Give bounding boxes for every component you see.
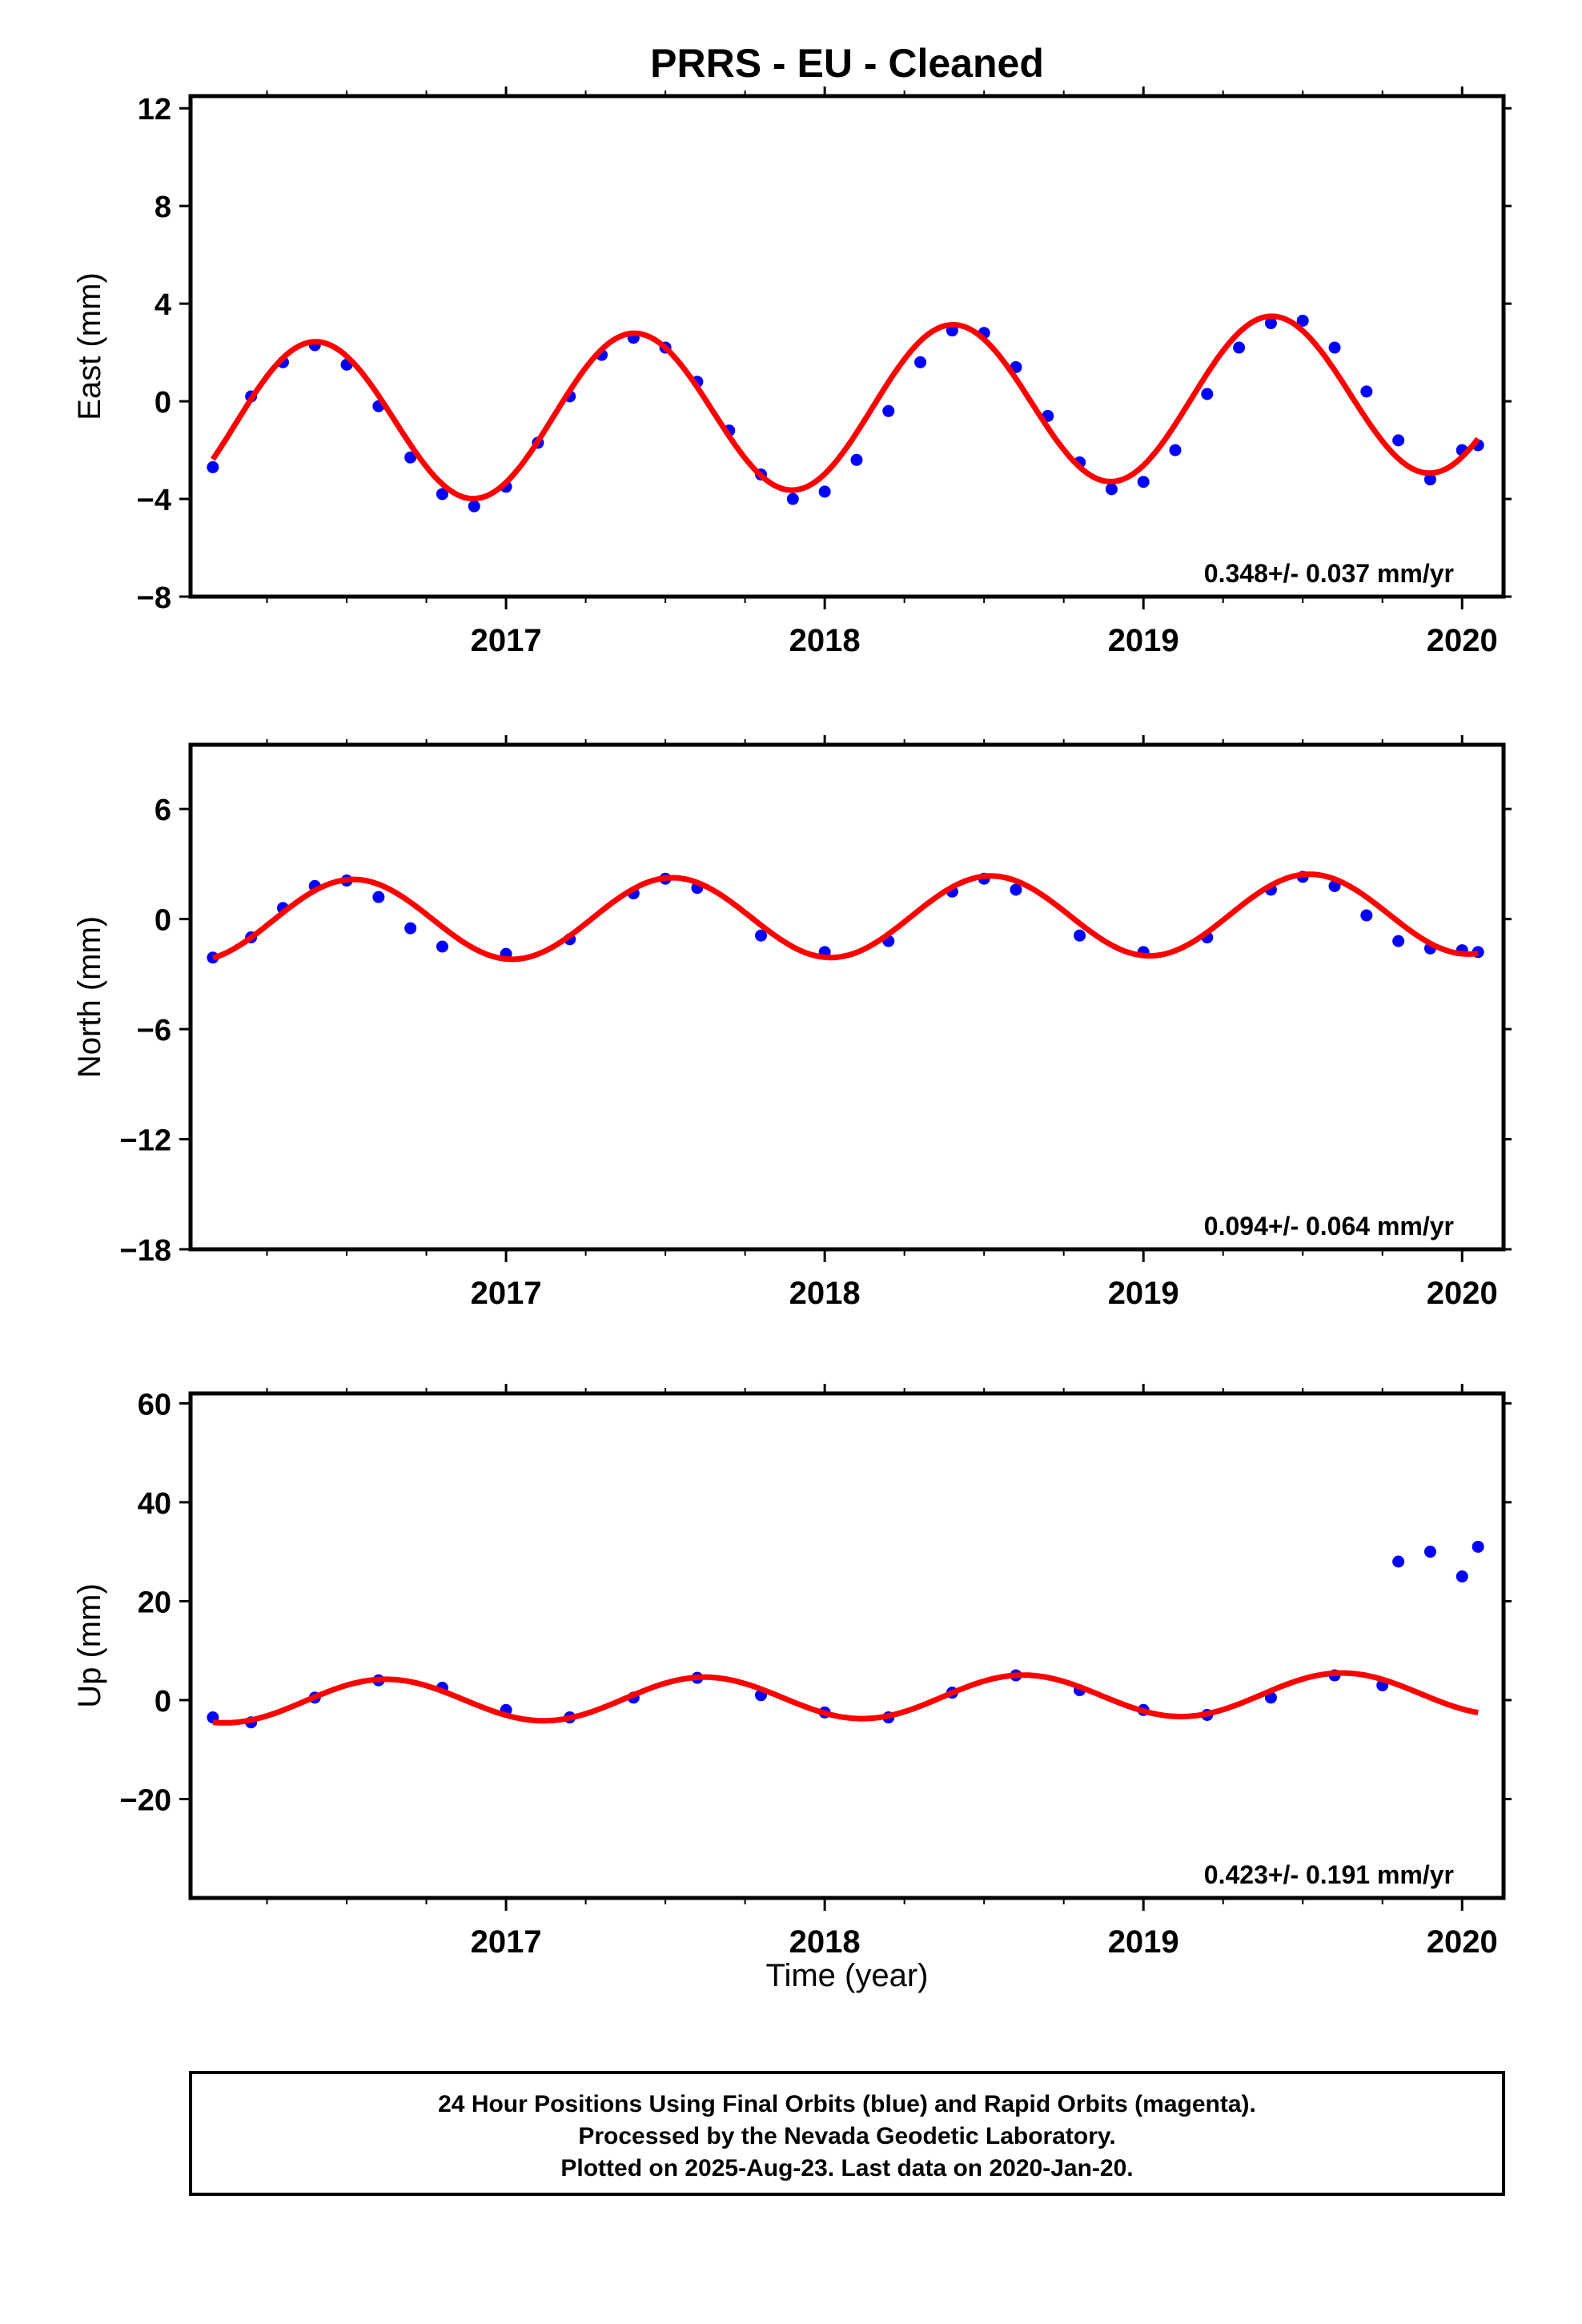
footer-line-3: Plotted on 2025-Aug-23. Last data on 202…: [560, 2155, 1133, 2181]
y-tick-label: 0: [155, 1685, 171, 1719]
data-point: [468, 500, 480, 513]
x-axis-label: Time (year): [766, 1958, 929, 1993]
y-tick-label: −18: [120, 1234, 171, 1268]
data-point: [1392, 935, 1405, 947]
up-panel: −20 0 20 40 60 2017 2018 2019 2020 Up (mm) 0.423+/…: [72, 1384, 1512, 1960]
x-tick-label: 2017: [471, 1276, 542, 1311]
x-tick-label: 2020: [1427, 1276, 1498, 1311]
data-point: [1201, 388, 1214, 400]
y-tick-label: 0: [155, 386, 171, 420]
data-point: [1233, 341, 1246, 354]
plot-frame: [188, 742, 1506, 1252]
fit-curve: [212, 1670, 1479, 1726]
y-tick-label: 12: [138, 93, 171, 127]
y-tick-label: 8: [155, 191, 171, 224]
rate-label: 0.348+/- 0.037 mm/yr: [1204, 559, 1454, 588]
data-point: [372, 891, 385, 903]
x-tick-label: 2020: [1427, 1924, 1498, 1960]
data-point: [1423, 1546, 1436, 1558]
rate-label: 0.094+/- 0.064 mm/yr: [1204, 1212, 1454, 1240]
x-tick-label: 2017: [471, 1924, 542, 1960]
data-point: [1328, 341, 1341, 354]
data-point: [786, 493, 799, 505]
data-point: [882, 404, 895, 417]
data-point: [850, 453, 863, 466]
x-tick-label: 2018: [789, 623, 861, 658]
data-point: [404, 451, 417, 464]
data-point: [914, 356, 927, 368]
data-point: [1360, 385, 1373, 398]
x-tick-label: 2017: [471, 623, 542, 658]
y-tick-label: −20: [120, 1783, 171, 1817]
data-point: [755, 929, 768, 942]
data-point: [1360, 909, 1373, 922]
y-tick-label: 6: [155, 794, 171, 827]
data-point: [1169, 444, 1182, 456]
data-point: [1392, 1555, 1405, 1568]
data-point: [404, 922, 417, 935]
data-point: [436, 488, 448, 501]
fit-curve: [211, 871, 1479, 963]
data-point: [207, 460, 219, 473]
y-tick-label: −8: [137, 581, 171, 615]
plot-frame: [188, 1391, 1506, 1900]
data-point: [1456, 1570, 1468, 1583]
east-panel: −8 −4 0 4 8 12 2017 2018 2019 2020 East (mm) 0.348+…: [72, 86, 1512, 658]
footer-line-1: 24 Hour Positions Using Final Orbits (bl…: [438, 2091, 1256, 2117]
y-tick-label: −4: [137, 484, 171, 517]
data-point: [1137, 476, 1150, 489]
x-tick-label: 2020: [1427, 623, 1498, 658]
x-tick-label: 2019: [1108, 1924, 1179, 1960]
x-tick-label: 2019: [1108, 623, 1179, 658]
y-tick-label: −6: [137, 1014, 171, 1047]
data-point: [1010, 883, 1022, 896]
y-tick-label: 4: [155, 288, 171, 322]
y-axis-label: North (mm): [72, 916, 107, 1078]
north-panel: −18 −12 −6 0 6 2017 2018 2019 2020 North (mm) 0.09…: [72, 735, 1512, 1311]
data-point: [1264, 317, 1277, 330]
data-point: [1074, 929, 1086, 942]
x-tick-label: 2019: [1108, 1276, 1179, 1311]
plot-frame: [188, 94, 1506, 599]
footer-line-2: Processed by the Nevada Geodetic Laborat…: [578, 2123, 1115, 2149]
y-tick-label: 20: [138, 1586, 171, 1619]
x-tick-label: 2018: [789, 1924, 861, 1960]
data-point: [1296, 314, 1309, 327]
footer-box: 24 Hour Positions Using Final Orbits (bl…: [189, 2071, 1505, 2196]
data-layer: [207, 870, 1484, 964]
figure-title: PRRS - EU - Cleaned: [650, 41, 1044, 86]
x-tick-label: 2018: [789, 1276, 861, 1311]
y-tick-label: 40: [138, 1487, 171, 1521]
y-tick-label: 60: [138, 1388, 171, 1421]
y-axis-label: Up (mm): [72, 1583, 107, 1708]
data-point: [1472, 1540, 1484, 1553]
data-point: [1392, 434, 1405, 447]
data-point: [436, 940, 448, 953]
data-point: [1105, 483, 1118, 496]
data-point: [818, 485, 831, 498]
data-layer: [207, 313, 1484, 513]
data-point: [1423, 473, 1436, 486]
y-tick-label: −12: [120, 1124, 171, 1158]
y-tick-label: 0: [155, 904, 171, 938]
fit-curve: [210, 313, 1480, 502]
y-axis-label: East (mm): [72, 272, 107, 420]
rate-label: 0.423+/- 0.191 mm/yr: [1204, 1860, 1454, 1889]
data-layer: [207, 1540, 1484, 1729]
